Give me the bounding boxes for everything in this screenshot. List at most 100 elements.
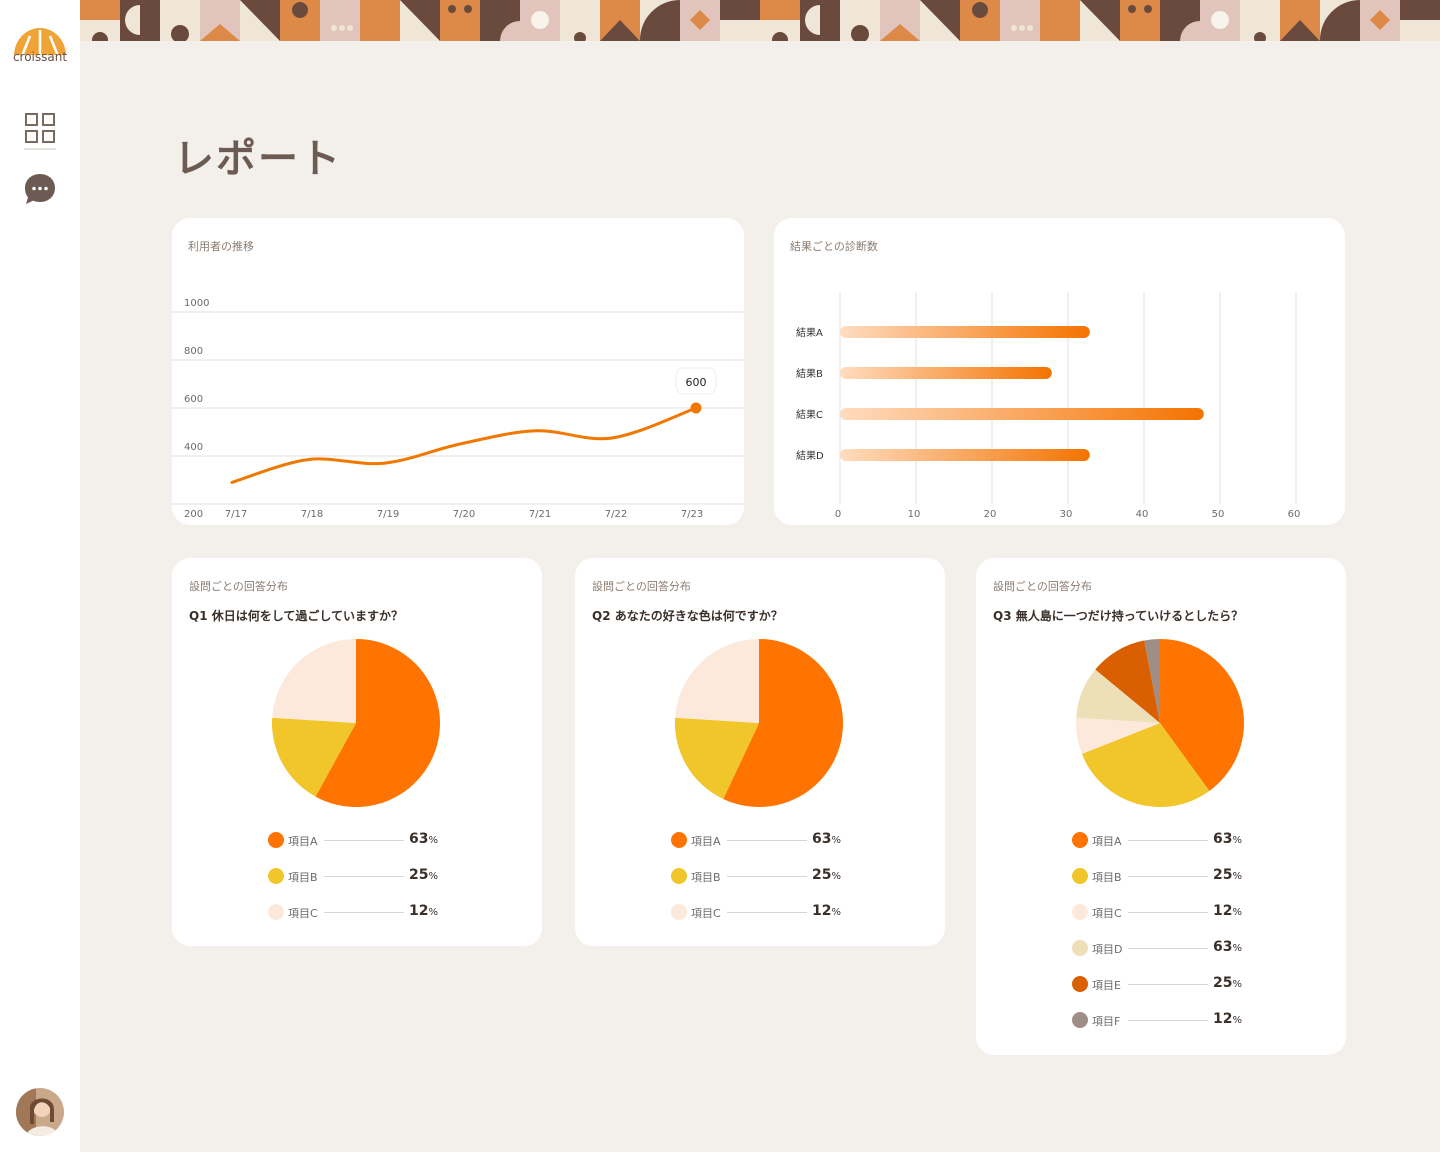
pie-slice (1076, 669, 1160, 723)
card-title: 設問ごとの回答分布 (189, 580, 288, 593)
legend-item: 項目A 63% (268, 831, 448, 849)
legend-value: 63% (409, 831, 438, 847)
chat-bubble-icon (25, 174, 55, 204)
legend-divider (1128, 984, 1208, 985)
y-tick-label: 1000 (184, 298, 209, 309)
card-title: 設問ごとの回答分布 (592, 580, 691, 593)
legend-item: 項目B 25% (671, 867, 851, 885)
legend-divider (1128, 876, 1208, 877)
legend-value: 63% (1213, 939, 1242, 955)
legend-value: 12% (1213, 903, 1242, 919)
legend-value: 25% (812, 867, 841, 883)
answer-pie-chart (675, 639, 843, 807)
question-text: Q2 あなたの好きな色は何ですか？ (592, 609, 783, 623)
legend-value: 25% (1213, 975, 1242, 991)
legend-divider (1128, 840, 1208, 841)
logo-text: croissant (12, 50, 68, 64)
bar-category-label: 結果D (796, 449, 824, 462)
grid-icon (25, 113, 55, 143)
question-text: Q1 休日は何をして過ごしていますか？ (189, 609, 404, 623)
legend-color-dot (671, 832, 687, 848)
legend-color-dot (1072, 1012, 1088, 1028)
bar-category-label: 結果C (796, 408, 823, 421)
x-tick-label: 0 (835, 509, 841, 520)
legend-label: 項目B (691, 871, 721, 884)
legend-label: 項目B (1092, 871, 1122, 884)
legend-label: 項目B (288, 871, 318, 884)
legend-item: 項目C 12% (1072, 903, 1252, 921)
user-photo-icon (16, 1088, 64, 1136)
legend-divider (1128, 1020, 1208, 1021)
chat-nav-button[interactable] (22, 171, 58, 207)
tooltip-value: 600 (686, 376, 707, 389)
legend-value: 25% (409, 867, 438, 883)
legend-divider (324, 912, 404, 913)
highlight-point[interactable] (690, 402, 702, 414)
legend-label: 項目D (1092, 943, 1123, 956)
legend-value: 12% (1213, 1011, 1242, 1027)
x-tick-label: 30 (1060, 509, 1073, 520)
legend-color-dot (268, 904, 284, 920)
pie-slice (1160, 639, 1244, 791)
legend-color-dot (671, 868, 687, 884)
pie-slice (1081, 723, 1210, 807)
pie-slice (675, 717, 759, 800)
legend-unit: % (1232, 1015, 1242, 1026)
y-tick-label: 200 (184, 509, 203, 520)
pie-slice (272, 717, 356, 797)
legend-divider (1128, 912, 1208, 913)
legend-unit: % (428, 907, 438, 918)
legend-divider (727, 912, 807, 913)
legend-color-dot (268, 868, 284, 884)
legend-label: 項目E (1092, 979, 1121, 992)
user-avatar[interactable] (16, 1088, 64, 1136)
x-tick-label: 50 (1212, 509, 1225, 520)
diagnosis-count-card: 結果ごとの診断数 0 10 20 30 40 50 60 結果A 結果B 結果C 結果D (774, 218, 1345, 525)
legend-item: 項目A 63% (671, 831, 851, 849)
x-tick-label: 40 (1136, 509, 1149, 520)
result-bar (840, 367, 1052, 379)
legend-value: 25% (1213, 867, 1242, 883)
legend-item: 項目C 12% (671, 903, 851, 921)
legend-unit: % (428, 835, 438, 846)
legend-label: 項目F (1092, 1015, 1121, 1028)
x-tick-label: 7/23 (681, 509, 703, 520)
pie-slice (675, 639, 759, 723)
legend-unit: % (1232, 835, 1242, 846)
legend-divider (1128, 948, 1208, 949)
x-tick-label: 7/21 (529, 509, 551, 520)
legend-value: 63% (812, 831, 841, 847)
croissant-logo-icon[interactable] (8, 14, 72, 70)
dashboard-nav-button[interactable] (22, 110, 58, 146)
result-bar (840, 408, 1204, 420)
y-tick-label: 400 (184, 442, 203, 453)
legend-unit: % (1232, 907, 1242, 918)
answer-distribution-card-q3: 設問ごとの回答分布 Q3 無人島に一つだけ持っていけるとしたら？ 項目A 63% 項… (976, 558, 1346, 1055)
legend-item: 項目B 25% (268, 867, 448, 885)
bar-category-label: 結果A (796, 326, 823, 339)
decorative-pattern-banner (80, 0, 1440, 41)
active-nav-indicator (24, 148, 56, 150)
pie-slice (315, 639, 440, 807)
legend-color-dot (1072, 868, 1088, 884)
value-tooltip: 600 (675, 367, 717, 395)
legend-unit: % (831, 835, 841, 846)
legend-divider (324, 876, 404, 877)
legend-color-dot (1072, 940, 1088, 956)
legend-item: 項目F 12% (1072, 1011, 1252, 1029)
legend-unit: % (831, 871, 841, 882)
legend-unit: % (1232, 871, 1242, 882)
legend-label: 項目C (1092, 907, 1122, 920)
legend-unit: % (1232, 943, 1242, 954)
legend-color-dot (268, 832, 284, 848)
y-tick-label: 600 (184, 394, 203, 405)
legend-color-dot (671, 904, 687, 920)
pie-slice (723, 639, 843, 807)
y-tick-label: 800 (184, 346, 203, 357)
legend-item: 項目B 25% (1072, 867, 1252, 885)
legend-item: 項目A 63% (1072, 831, 1252, 849)
question-text: Q3 無人島に一つだけ持っていけるとしたら？ (993, 609, 1244, 623)
pie-slice (1076, 717, 1160, 754)
bar-category-label: 結果B (796, 367, 823, 380)
diagnosis-count-bar-chart: 0 10 20 30 40 50 60 結果A 結果B 結果C 結果D (796, 292, 1300, 520)
